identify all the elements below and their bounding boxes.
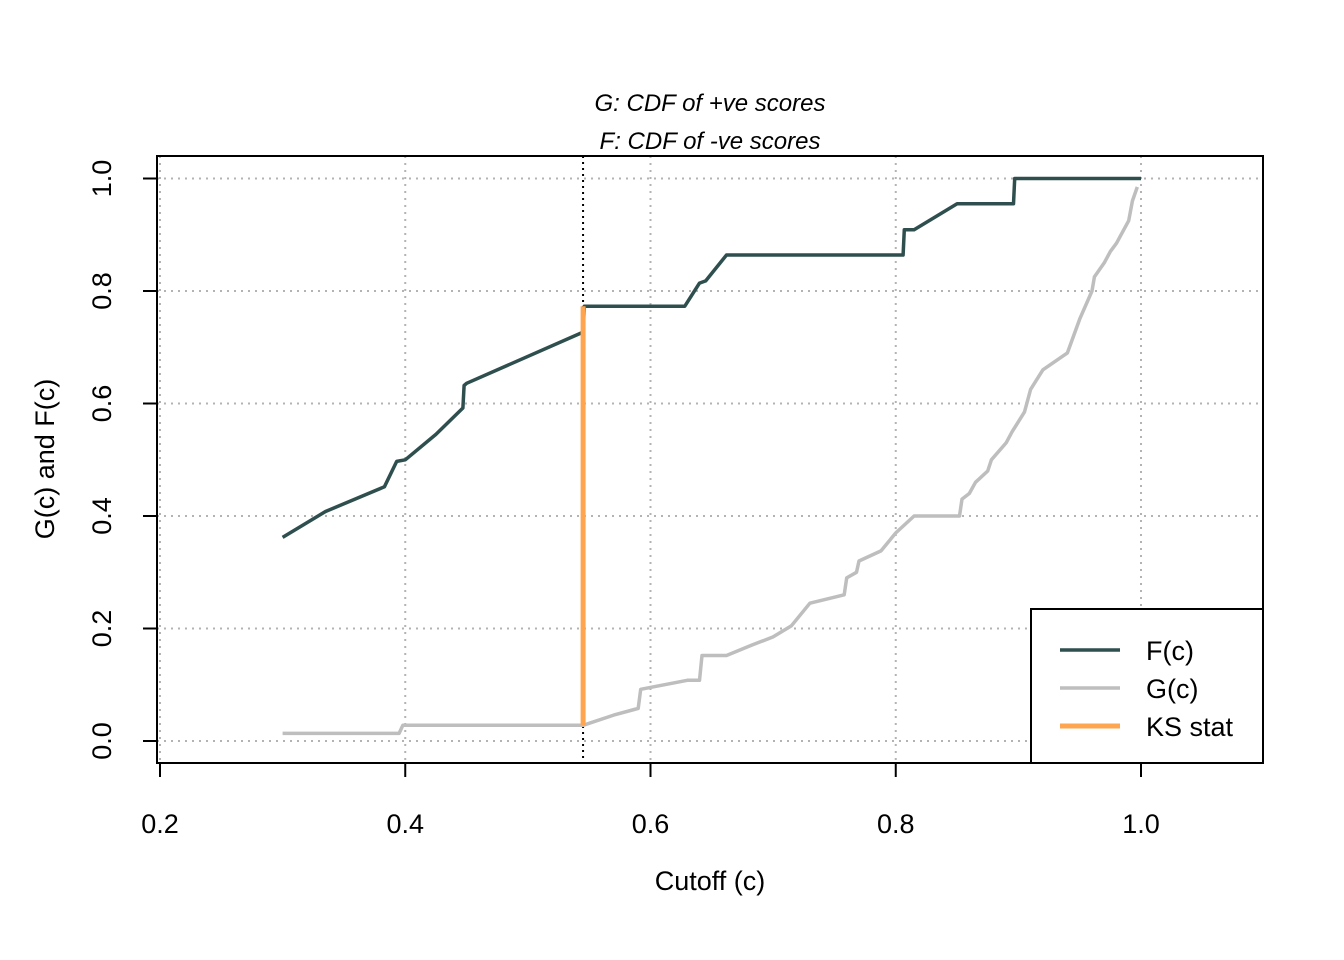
chart-title-line-1: G: CDF of +ve scores	[595, 90, 826, 117]
x-axis-label: Cutoff (c)	[655, 866, 766, 896]
legend-label-f: F(c)	[1146, 636, 1194, 666]
y-tick-label-3: 0.6	[87, 385, 117, 423]
series-layer	[281, 156, 1141, 763]
y-tick-label-5: 1.0	[87, 160, 117, 198]
x-tick-label-2: 0.6	[632, 809, 670, 839]
y-tick-label-4: 0.8	[87, 272, 117, 310]
legend-label-g: G(c)	[1146, 674, 1198, 704]
x-tick-label-4: 1.0	[1122, 809, 1160, 839]
legend-label-ks-stat: KS stat	[1146, 712, 1234, 742]
x-tick-label-0: 0.2	[141, 809, 179, 839]
series-line-f	[281, 176, 1141, 539]
y-tick-label-0: 0.0	[87, 722, 117, 760]
y-tick-label-2: 0.4	[87, 497, 117, 535]
y-axis: 0.0 0.2 0.4 0.6 0.8 1.0	[87, 160, 158, 760]
grid	[157, 156, 1263, 763]
legend: F(c) G(c) KS stat	[1030, 608, 1264, 764]
x-axis: 0.2 0.4 0.6 0.8 1.0	[141, 762, 1160, 839]
chart-title-line-2: F: CDF of -ve scores	[600, 128, 821, 155]
y-axis-label: G(c) and F(c)	[30, 379, 60, 540]
x-tick-label-3: 0.8	[877, 809, 915, 839]
x-tick-label-1: 0.4	[386, 809, 424, 839]
y-tick-label-1: 0.2	[87, 610, 117, 648]
legend-box	[1030, 608, 1264, 764]
series-line-g	[282, 186, 1139, 736]
